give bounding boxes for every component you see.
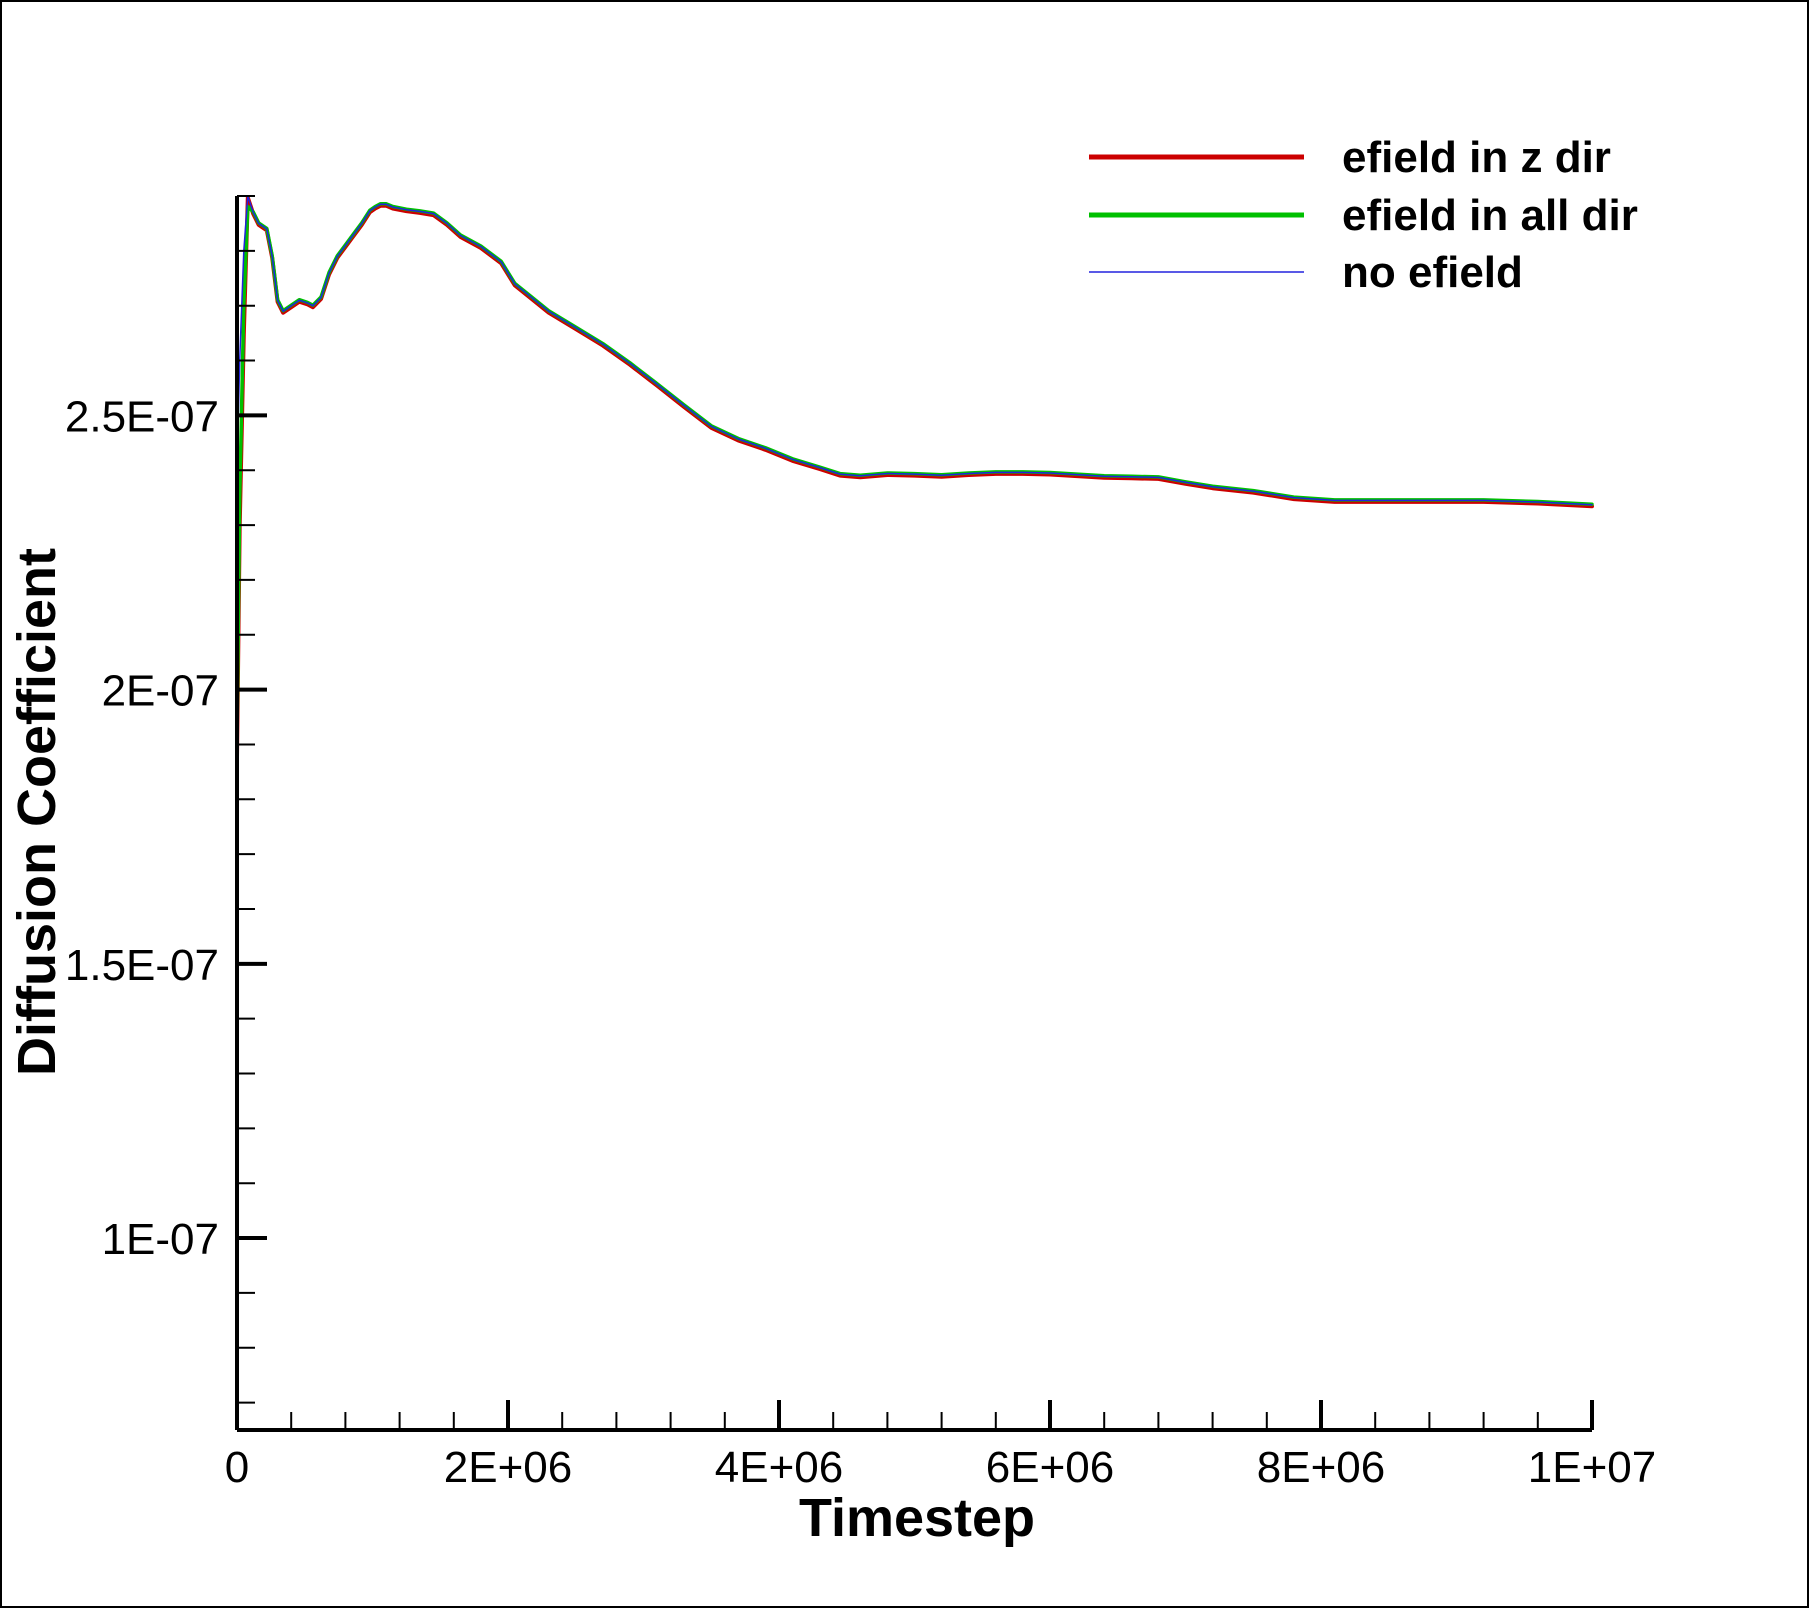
y-tick-label: 2.5E-07 <box>65 392 219 441</box>
x-tick-label: 4E+06 <box>715 1443 843 1492</box>
series-layer <box>237 195 1594 759</box>
x-axis-title: Timestep <box>799 1488 1035 1548</box>
x-tick-label: 1E+07 <box>1528 1443 1656 1492</box>
axes-layer: 0 2E+06 4E+06 6E+06 8E+06 1E+07 1E-07 1.5E-07 2E… <box>65 195 1656 1492</box>
y-tick-label: 1.5E-07 <box>65 941 219 990</box>
series-line-2 <box>237 195 1593 506</box>
y-tick-label: 2E-07 <box>102 667 219 716</box>
x-tick-label: 2E+06 <box>444 1443 572 1492</box>
legend: efield in z dir efield in all dir no efiel… <box>1089 133 1638 297</box>
legend-label-0: efield in z dir <box>1342 133 1611 182</box>
x-tick-label: 8E+06 <box>1257 1443 1385 1492</box>
legend-label-1: efield in all dir <box>1342 191 1638 240</box>
legend-label-2: no efield <box>1342 248 1523 297</box>
x-tick-label: 0 <box>225 1443 249 1492</box>
y-tick-label: 1E-07 <box>102 1215 219 1264</box>
y-axis-title: Diffusion Coefficient <box>7 548 67 1076</box>
x-tick-label: 6E+06 <box>986 1443 1114 1492</box>
